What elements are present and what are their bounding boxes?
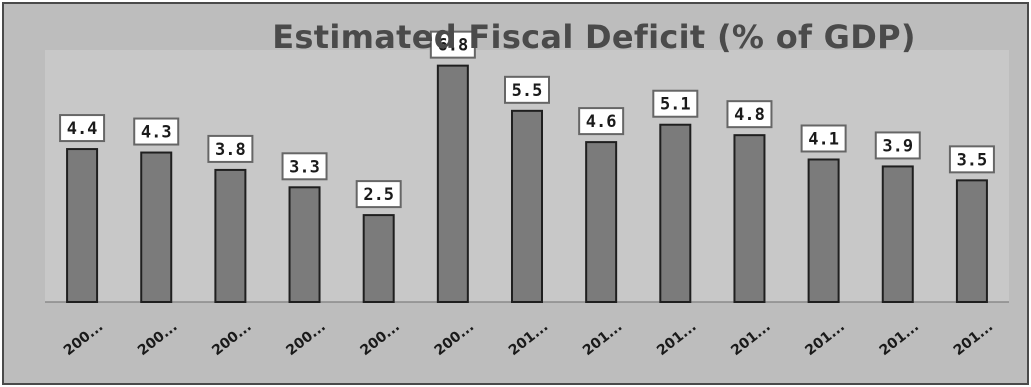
data-label-4: 3.3 (281, 152, 328, 181)
bar-3 (214, 168, 247, 303)
data-label-box (726, 100, 773, 129)
data-label-11: 4.1 (800, 124, 847, 153)
data-label-8: 4.6 (578, 107, 625, 136)
x-tick-label-8: 201... (580, 319, 625, 359)
data-label-text: 3.8 (215, 140, 246, 160)
data-label-box (133, 117, 180, 146)
x-tick-label-6: 200... (432, 319, 477, 359)
data-labels-layer: 4.4 4.3 3.8 3.3 2.5 6.8 5.5 4.6 5.1 4.8 4.1 3.9 3.5 (59, 30, 995, 209)
bars-layer (66, 64, 988, 304)
x-tick-label-10: 201... (728, 319, 773, 359)
data-label-2: 4.3 (133, 117, 180, 146)
data-label-text: 2.5 (363, 185, 394, 205)
data-label-box (874, 131, 921, 160)
bar-6 (436, 64, 469, 304)
x-tick-label-4: 200... (283, 319, 328, 359)
bar-10 (733, 134, 766, 303)
x-tick-label-1: 200... (61, 319, 106, 359)
data-label-box (207, 134, 254, 163)
data-label-box (429, 30, 476, 59)
data-label-text: 4.6 (586, 112, 617, 132)
bar-9 (659, 123, 692, 303)
data-label-text: 5.5 (512, 81, 543, 101)
data-label-text: 5.1 (660, 95, 691, 115)
chart-title: Estimated Fiscal Deficit (% of GDP) (272, 18, 916, 56)
x-tick-label-13: 201... (951, 319, 996, 359)
data-label-box (948, 145, 995, 174)
bar-4 (288, 186, 321, 303)
data-label-box (800, 124, 847, 153)
data-label-1: 4.4 (59, 114, 106, 143)
data-label-box (281, 152, 328, 181)
x-tick-label-3: 200... (209, 319, 254, 359)
bar-5 (362, 214, 395, 304)
bar-8 (585, 141, 618, 303)
data-label-3: 3.8 (207, 134, 254, 163)
x-tick-label-5: 200... (358, 319, 403, 359)
data-label-9: 5.1 (652, 89, 699, 118)
x-tick-label-11: 201... (802, 319, 847, 359)
data-label-box (355, 180, 402, 209)
data-label-7: 5.5 (504, 75, 550, 104)
data-label-text: 4.3 (141, 123, 172, 143)
bar-7 (511, 109, 543, 303)
bar-1 (66, 148, 99, 303)
data-label-text: 6.8 (437, 36, 468, 56)
data-label-5: 2.5 (355, 180, 402, 209)
bar-13 (955, 179, 988, 304)
bar-12 (881, 165, 914, 303)
data-label-text: 4.1 (808, 129, 839, 149)
data-label-text: 4.4 (67, 119, 98, 139)
x-tick-labels-layer: 200... 200... 200... 200... 200... 200... 201.… (61, 319, 996, 359)
data-label-text: 3.5 (957, 150, 988, 170)
data-label-12: 3.9 (874, 131, 921, 160)
bar-2 (140, 151, 173, 303)
x-tick-label-2: 200... (135, 319, 180, 359)
data-label-10: 4.8 (726, 100, 773, 129)
data-label-text: 4.8 (734, 105, 765, 125)
data-label-text: 3.9 (882, 136, 913, 156)
data-label-box (59, 114, 106, 143)
bar-11 (807, 158, 840, 303)
x-tick-label-9: 201... (654, 319, 699, 359)
data-label-6: 6.8 (429, 30, 476, 59)
x-tick-label-7: 201... (506, 319, 551, 359)
data-label-box (578, 107, 625, 136)
data-label-box (652, 89, 699, 118)
data-label-13: 3.5 (948, 145, 995, 174)
data-label-box (504, 75, 550, 104)
data-label-text: 3.3 (289, 157, 320, 177)
chart-canvas: 4.4 4.33.83.32.56.85.54.65.14.84.1 3.93.5 … (45, 30, 1009, 359)
x-tick-label-12: 201... (877, 319, 922, 359)
